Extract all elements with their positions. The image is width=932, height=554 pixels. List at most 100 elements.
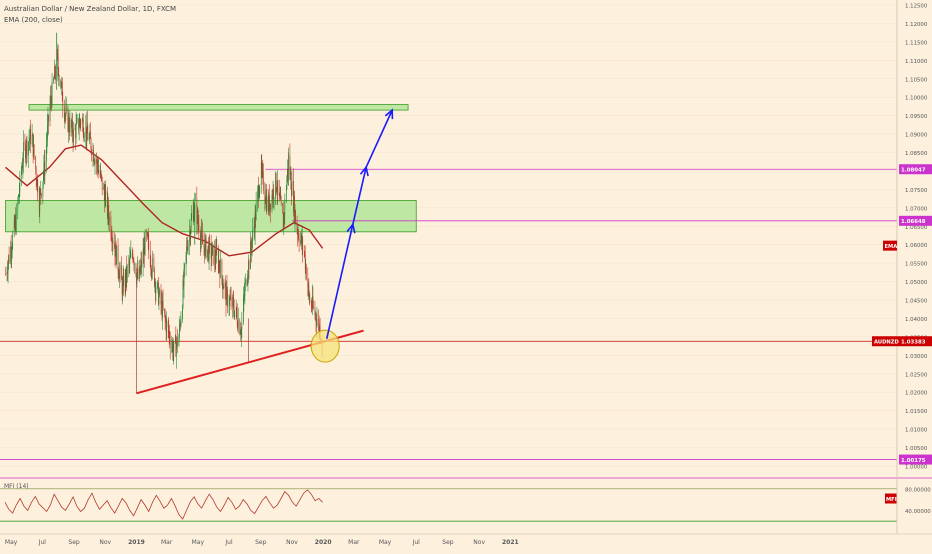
candle-body [239,320,241,334]
candle-body [37,180,39,196]
candle-body [253,226,255,231]
candle-body [285,189,287,200]
candle-body [207,245,209,250]
candle-body [110,216,112,236]
candle-body [67,108,69,131]
level-tag [899,215,932,226]
candle-body [90,138,92,150]
candle-body [201,229,202,238]
candle-body [260,162,262,186]
candle-body [68,117,70,129]
candle-body [171,343,173,347]
candle-body [10,247,11,263]
candle-body [143,244,145,255]
candle-body [140,266,141,274]
candle-body [61,82,63,102]
candle-body [161,300,162,305]
candle-body [101,176,103,190]
candle-body [297,233,299,235]
candle-body [295,210,296,223]
candle-body [308,292,310,302]
candle-body [265,200,266,204]
candle-body [165,320,167,332]
candle-body [183,268,185,286]
x-tick-label: Nov [286,539,298,546]
candle-body [78,126,80,130]
candle-body [25,153,27,159]
candle-body [316,320,317,326]
candle-body [155,281,156,293]
candle-body [132,254,134,260]
candle-body [160,289,162,305]
x-tick-label: 2020 [315,539,332,546]
candle-body [157,282,159,284]
candle-body [92,149,94,155]
y-tick-label: 1.04500 [905,299,928,305]
candle-body [83,136,85,137]
candle-body [150,265,152,268]
candle-body [223,282,225,289]
candle-body [291,189,292,196]
candle-body [82,119,84,136]
mfi-label: MFI (14) [4,483,29,490]
mfi-tick-label: 80.00000 [905,487,931,493]
symbol-tag [872,336,899,347]
symbol-tag-label: AUDNZD [874,340,899,346]
candle-body [10,247,12,256]
candle-body [42,181,44,197]
candle-body [196,198,198,224]
candle-body [177,337,178,346]
projection-segment [352,167,367,225]
y-tick-label: 1.02500 [905,372,928,378]
candle-body [221,260,223,278]
candle-body [133,260,135,265]
candles [5,32,323,369]
candle-body [8,255,10,263]
candle-body [272,188,274,199]
candle-body [38,195,40,212]
candle-body [167,321,169,328]
candle-body [105,190,107,195]
x-tick-label: Mar [161,539,173,546]
candle-body [215,248,217,263]
candle-body [8,255,9,264]
candle-body [227,289,228,307]
y-tick-label: 1.11000 [905,59,928,65]
x-tick-label: Jul [224,539,233,546]
candle-body [254,226,255,234]
candle-body [128,262,130,267]
candle-body [151,257,153,273]
candle-body [240,333,242,336]
candle-body [200,237,202,245]
candle-body [201,229,203,236]
candle-body [101,175,103,177]
candle-body [60,82,62,89]
candle-body [49,103,51,122]
candle-body [246,279,248,285]
candle-body [272,194,273,199]
candle-body [179,325,180,338]
candle-body [290,172,292,190]
candle-body [135,263,137,276]
candle-body [35,156,37,170]
candle-body [219,267,221,278]
candle-body [198,224,200,234]
candle-body [223,287,224,289]
candle-body [205,237,206,242]
candle-body [119,265,121,272]
price-axis: 1.12500 1.12000 1.11500 1.11000 1.10500 1.100… [872,0,932,534]
candle-body [225,282,226,288]
y-tick-label: 1.06000 [905,243,928,249]
grid [0,4,897,467]
candle-body [158,295,160,305]
candle-body [82,119,84,121]
candle-body [24,142,26,144]
candle-body [125,266,127,284]
candle-body [190,231,192,240]
candle-body [51,81,53,106]
candle-body [284,199,286,216]
candle-body [124,273,126,293]
candle-body [245,279,246,285]
